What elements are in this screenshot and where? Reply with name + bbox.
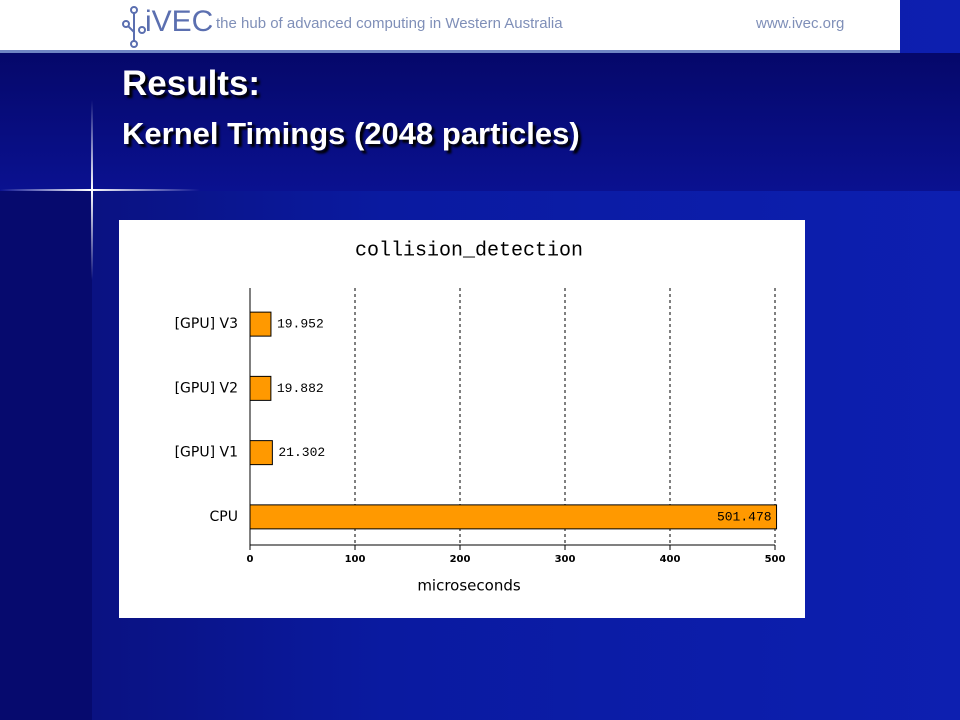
bar	[249, 504, 778, 530]
slide-title: Results:	[122, 64, 261, 103]
slide-subtitle: Kernel Timings (2048 particles)	[122, 116, 580, 151]
chart-title: collision_detection	[355, 239, 583, 262]
logo-icon	[122, 6, 146, 48]
bar	[249, 375, 272, 401]
banner: iVEC the hub of advanced computing in We…	[0, 0, 900, 53]
x-tick-label: 100	[345, 554, 366, 565]
y-tick-label: [GPU] V1	[175, 445, 238, 461]
y-tick-label: CPU	[210, 509, 238, 525]
flare	[0, 189, 200, 191]
value-label: 19.882	[277, 381, 324, 396]
chart-background	[119, 220, 805, 618]
x-tick-label: 0	[247, 554, 254, 565]
x-tick-label: 500	[765, 554, 786, 565]
url: www.ivec.org	[756, 15, 845, 32]
title-band	[0, 53, 960, 191]
value-label: 19.952	[277, 317, 324, 332]
value-label: 501.478	[717, 509, 772, 524]
y-tick-label: [GPU] V3	[175, 316, 238, 332]
tagline: the hub of advanced computing in Western…	[216, 15, 563, 32]
value-label: 21.302	[278, 445, 325, 460]
x-tick-label: 300	[555, 554, 576, 565]
y-tick-label: [GPU] V2	[175, 380, 238, 396]
x-axis-label: microseconds	[417, 577, 521, 595]
bar	[249, 440, 273, 466]
x-tick-label: 200	[450, 554, 471, 565]
bar	[249, 311, 272, 337]
logo: iVEC	[145, 5, 214, 38]
chart: collision_detection microseconds 0 100 200…	[119, 220, 805, 618]
flare	[91, 100, 93, 280]
x-tick-label: 400	[660, 554, 681, 565]
